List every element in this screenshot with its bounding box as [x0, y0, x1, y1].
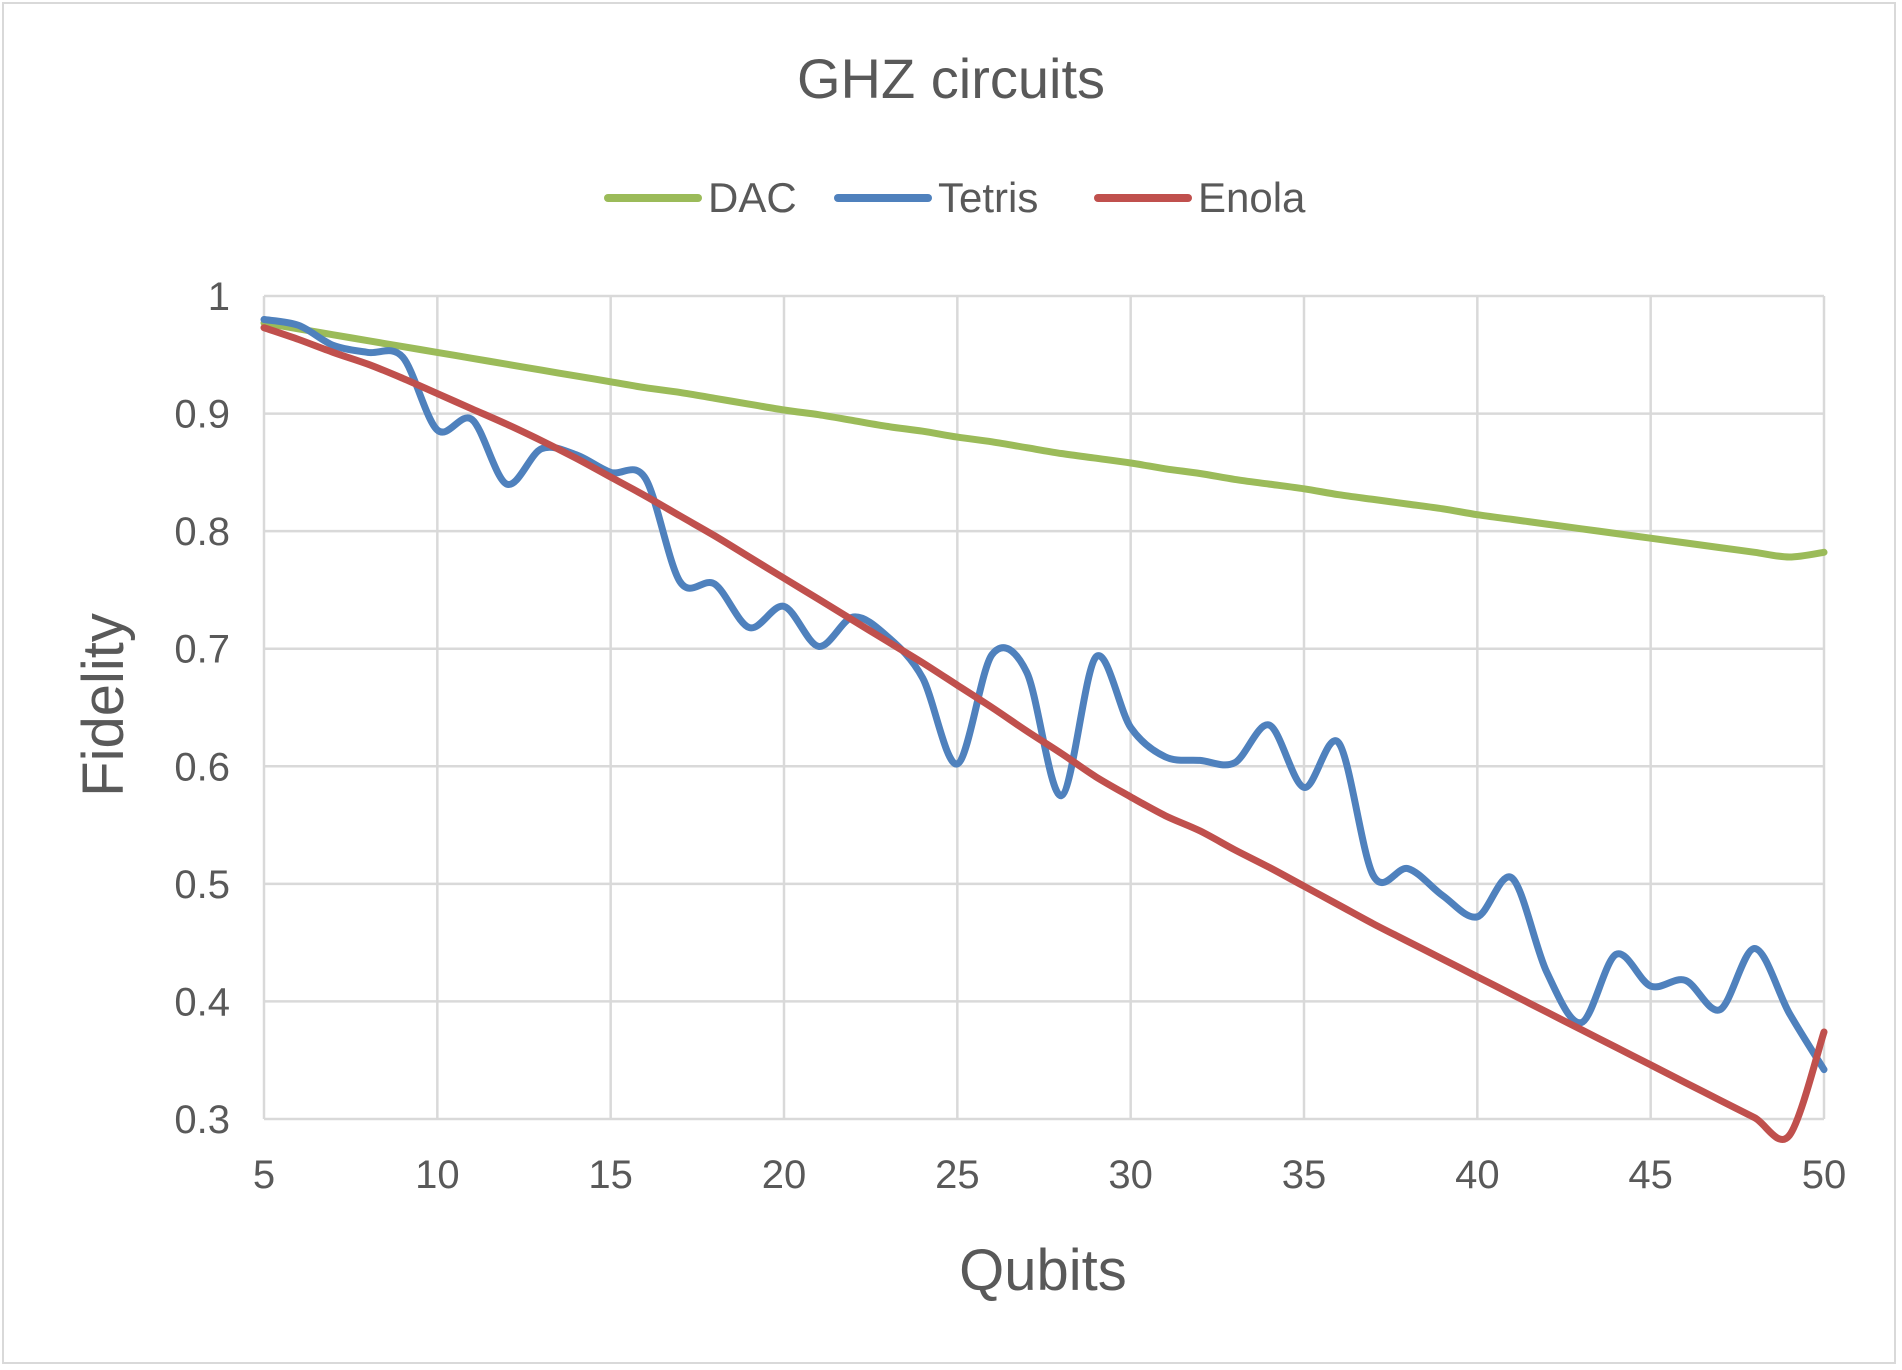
- series-line-tetris: [260, 316, 1828, 1074]
- x-tick-label: 15: [588, 1153, 633, 1197]
- x-tick-label: 20: [762, 1153, 807, 1197]
- y-axis-ticks: 0.3 0.4 0.5 0.6 0.7 0.8 0.9 1: [174, 275, 230, 1142]
- y-tick-label: 0.9: [174, 393, 230, 437]
- legend-label-dac: DAC: [708, 174, 797, 221]
- y-tick-label: 0.3: [174, 1098, 230, 1142]
- x-tick-label: 40: [1455, 1153, 1500, 1197]
- series-line-enola: [260, 324, 1828, 1143]
- chart-title: GHZ circuits: [797, 47, 1105, 110]
- y-tick-label: 0.8: [174, 510, 230, 554]
- series-lines: [260, 316, 1828, 1143]
- x-tick-label: 45: [1628, 1153, 1673, 1197]
- x-tick-label: 30: [1108, 1153, 1153, 1197]
- x-tick-label: 50: [1802, 1153, 1847, 1197]
- x-axis-title: Qubits: [959, 1238, 1127, 1303]
- x-tick-label: 25: [935, 1153, 980, 1197]
- y-axis-title: Fidelity: [71, 613, 136, 797]
- y-tick-label: 1: [208, 275, 230, 319]
- y-tick-label: 0.6: [174, 745, 230, 789]
- legend-label-tetris: Tetris: [938, 174, 1038, 221]
- x-tick-label: 10: [415, 1153, 460, 1197]
- legend-item-enola: Enola: [1094, 174, 1306, 221]
- x-tick-label: 5: [253, 1153, 275, 1197]
- legend: DAC Tetris Enola: [604, 174, 1306, 221]
- y-tick-label: 0.7: [174, 628, 230, 672]
- y-tick-label: 0.4: [174, 980, 230, 1024]
- legend-item-dac: DAC: [604, 174, 797, 221]
- x-axis-ticks: 5 10 15 20 25 30 35 40 45 50: [253, 1153, 1846, 1197]
- series-line-dac: [260, 319, 1828, 561]
- y-tick-label: 0.5: [174, 863, 230, 907]
- gridlines: [262, 294, 1826, 1121]
- legend-label-enola: Enola: [1198, 174, 1306, 221]
- legend-item-tetris: Tetris: [834, 174, 1038, 221]
- x-tick-label: 35: [1282, 1153, 1327, 1197]
